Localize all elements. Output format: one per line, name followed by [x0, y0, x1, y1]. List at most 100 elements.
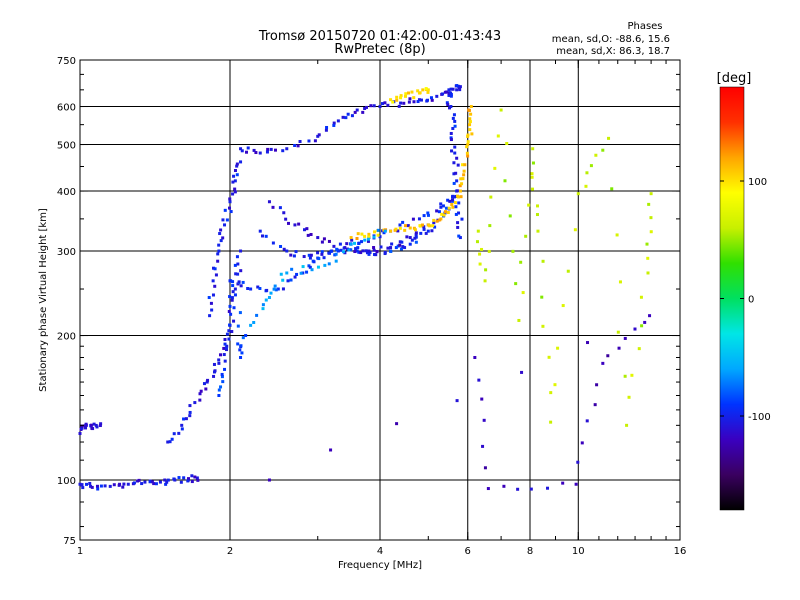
data-point [520, 370, 524, 374]
data-point [281, 287, 285, 291]
data-point [594, 153, 598, 157]
data-point [353, 241, 357, 245]
data-point [354, 247, 358, 251]
data-point [399, 96, 403, 100]
data-point [231, 280, 235, 284]
data-point [137, 478, 141, 482]
data-point [585, 171, 589, 175]
data-point [166, 440, 170, 444]
data-point [264, 234, 268, 238]
data-point [414, 231, 418, 235]
data-point [188, 404, 192, 408]
data-point [389, 249, 393, 253]
data-point [338, 242, 342, 246]
data-point [182, 476, 186, 480]
data-point [122, 482, 126, 486]
data-point [395, 422, 399, 426]
data-point [367, 252, 371, 256]
data-point [281, 149, 285, 153]
data-point [266, 147, 270, 151]
data-point [442, 213, 446, 217]
data-point [446, 103, 450, 107]
data-point [398, 223, 402, 227]
data-point [363, 106, 367, 110]
data-point [470, 132, 474, 136]
data-point [223, 223, 227, 227]
data-point [212, 374, 216, 378]
data-point [573, 228, 577, 232]
data-point [473, 355, 477, 359]
data-point [193, 475, 197, 479]
data-point [451, 199, 455, 203]
data-point [461, 177, 465, 181]
data-point [453, 145, 457, 149]
data-point [508, 214, 512, 218]
data-point [432, 218, 436, 222]
data-point [455, 84, 459, 88]
data-point [601, 361, 605, 365]
data-point [540, 295, 544, 299]
data-point [221, 380, 225, 384]
data-point [320, 252, 324, 256]
data-point [363, 234, 367, 238]
data-point [310, 268, 314, 272]
data-point [372, 235, 376, 239]
data-point [217, 361, 221, 365]
data-point [249, 287, 253, 291]
data-point [414, 240, 418, 244]
data-point [211, 279, 215, 283]
data-point [601, 148, 605, 152]
data-point [455, 179, 459, 183]
data-point [458, 189, 462, 193]
data-point [456, 194, 460, 198]
data-point [269, 147, 273, 151]
data-point [475, 240, 479, 244]
data-point [217, 358, 221, 362]
data-point [244, 150, 248, 154]
data-point [649, 192, 653, 196]
data-point [103, 484, 107, 488]
data-point [449, 136, 453, 140]
data-point [96, 487, 100, 491]
data-point [235, 162, 239, 166]
data-point [258, 286, 262, 290]
x-tick-label: 4 [377, 546, 383, 557]
data-point [422, 227, 426, 231]
data-point [297, 222, 301, 226]
data-point [98, 424, 102, 428]
data-point [459, 177, 463, 181]
data-point [399, 94, 403, 98]
data-point [410, 90, 414, 94]
data-point [487, 249, 491, 253]
data-point [433, 225, 437, 229]
data-point [361, 110, 365, 114]
data-point [214, 273, 218, 277]
data-point [320, 250, 324, 254]
data-point [305, 270, 309, 274]
data-point [454, 171, 458, 175]
data-point [618, 280, 622, 284]
data-point [364, 249, 368, 253]
data-point [402, 101, 406, 105]
data-point [408, 236, 412, 240]
data-point [447, 93, 451, 97]
data-point [397, 104, 401, 108]
data-point [298, 139, 302, 143]
data-point [401, 220, 405, 224]
data-point [289, 253, 293, 257]
data-point [383, 101, 387, 105]
data-point [225, 218, 229, 222]
data-point [496, 134, 500, 138]
data-point [615, 233, 619, 237]
data-point [450, 149, 454, 153]
data-point [327, 239, 331, 243]
data-point [239, 160, 243, 164]
data-point [207, 296, 211, 300]
data-point [519, 260, 523, 264]
data-point [469, 112, 473, 116]
data-point [430, 98, 434, 102]
data-point [407, 100, 411, 104]
data-point [639, 295, 643, 299]
data-point [647, 202, 651, 206]
data-point [375, 250, 379, 254]
